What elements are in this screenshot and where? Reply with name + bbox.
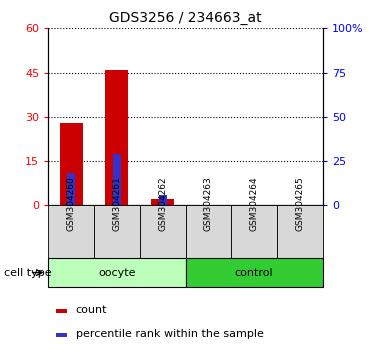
Text: GSM304263: GSM304263 [204, 176, 213, 231]
Bar [151, 199, 174, 205]
Bar [48, 258, 186, 287]
Bar [105, 70, 128, 205]
Bar [56, 333, 68, 337]
Bar [186, 205, 231, 258]
Bar [94, 205, 140, 258]
Text: control: control [235, 268, 273, 278]
Bar [158, 195, 167, 205]
Text: GSM304264: GSM304264 [250, 176, 259, 231]
Text: GSM304262: GSM304262 [158, 176, 167, 231]
Bar [56, 309, 68, 313]
Bar [231, 205, 277, 258]
Bar [186, 258, 323, 287]
Text: percentile rank within the sample: percentile rank within the sample [76, 329, 263, 339]
Bar [140, 205, 186, 258]
Text: GSM304261: GSM304261 [112, 176, 121, 231]
Title: GDS3256 / 234663_at: GDS3256 / 234663_at [109, 11, 262, 24]
Text: GSM304265: GSM304265 [295, 176, 304, 231]
Text: cell type: cell type [4, 268, 51, 278]
Text: count: count [76, 305, 107, 315]
Bar [48, 205, 94, 258]
Text: oocyte: oocyte [98, 268, 136, 278]
Bar [67, 173, 75, 205]
Bar [60, 123, 82, 205]
Bar [113, 154, 121, 205]
Text: GSM304260: GSM304260 [67, 176, 76, 231]
Bar [277, 205, 323, 258]
